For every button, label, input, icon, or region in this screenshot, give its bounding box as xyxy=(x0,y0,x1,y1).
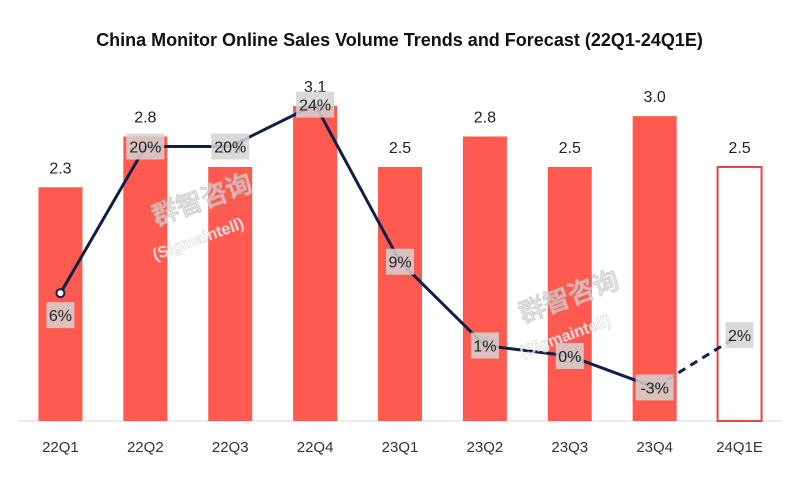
x-tick-label-22Q2: 22Q2 xyxy=(127,439,164,456)
x-tick-label-22Q3: 22Q3 xyxy=(212,439,249,456)
bar-24Q1E xyxy=(716,165,763,422)
x-tick-label-24Q1E: 24Q1E xyxy=(716,439,763,456)
bar-value-label-23Q3: 2.5 xyxy=(559,140,581,157)
growth-label-box-23Q4 xyxy=(635,374,674,401)
x-tick-label-22Q4: 22Q4 xyxy=(297,439,334,456)
growth-label-22Q2: 20% xyxy=(129,139,161,156)
bar-22Q3 xyxy=(208,166,253,421)
bar-23Q4 xyxy=(632,116,677,422)
bar-value-label-24Q1E: 2.5 xyxy=(728,140,750,157)
x-tick-label-23Q2: 23Q2 xyxy=(467,439,504,456)
x-tick-label-22Q1: 22Q1 xyxy=(42,439,79,456)
bar-value-label-22Q2: 2.8 xyxy=(134,109,156,126)
growth-label-box-23Q3 xyxy=(555,343,584,369)
bar-22Q4 xyxy=(293,106,338,421)
growth-label-22Q1: 6% xyxy=(49,308,72,325)
growth-label-box-22Q4 xyxy=(296,91,335,118)
growth-label-23Q4: -3% xyxy=(640,380,668,397)
x-tick-label-23Q3: 23Q3 xyxy=(551,439,588,456)
bar-value-label-23Q2: 2.8 xyxy=(474,109,496,126)
growth-label-23Q1: 9% xyxy=(388,255,411,272)
growth-label-box-23Q1 xyxy=(386,248,414,275)
growth-label-23Q3: 0% xyxy=(558,349,581,366)
x-tick-label-23Q4: 23Q4 xyxy=(636,439,673,456)
chart-title: China Monitor Online Sales Volume Trends… xyxy=(96,30,703,50)
bar-value-label-23Q4: 3.0 xyxy=(644,89,666,106)
growth-label-box-22Q1 xyxy=(46,302,75,329)
growth-label-box-22Q2 xyxy=(126,133,165,160)
bar-value-label-23Q1: 2.5 xyxy=(389,140,411,157)
bar-value-label-22Q1: 2.3 xyxy=(49,160,71,177)
growth-label-23Q2: 1% xyxy=(473,339,496,356)
growth-label-22Q3: 20% xyxy=(214,139,246,156)
bar-23Q2 xyxy=(462,136,507,421)
growth-label-24Q1E: 2% xyxy=(728,328,751,345)
growth-label-box-23Q2 xyxy=(470,332,499,359)
growth-label-box-22Q3 xyxy=(211,133,250,160)
x-tick-label-23Q1: 23Q1 xyxy=(382,439,419,456)
growth-point-22Q1 xyxy=(55,288,66,299)
bar-23Q3 xyxy=(547,166,592,421)
growth-label-22Q4: 24% xyxy=(299,98,331,115)
bar-22Q2 xyxy=(123,136,168,421)
bar-23Q1 xyxy=(378,166,422,421)
growth-label-box-24Q1E xyxy=(725,322,754,349)
